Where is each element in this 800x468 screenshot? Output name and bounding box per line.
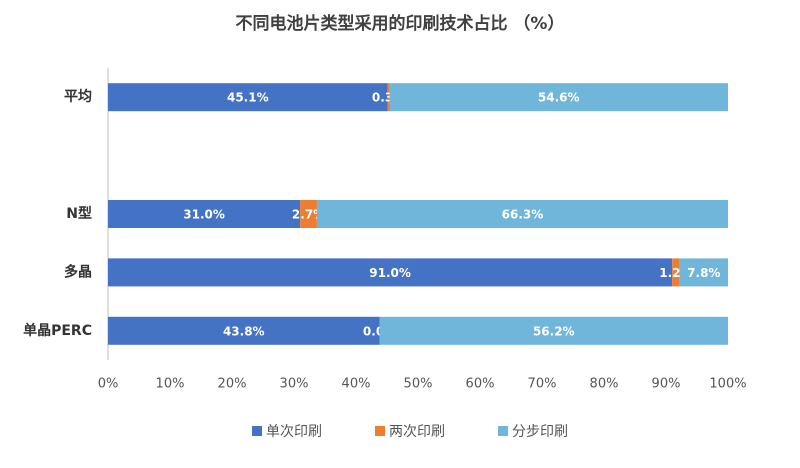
legend-swatch — [498, 426, 508, 436]
bar-segment — [679, 258, 728, 287]
bar-segment — [316, 200, 728, 228]
value-label: 43.8% — [223, 324, 265, 338]
value-label: 7.8% — [687, 266, 720, 280]
x-tick-label: 100% — [709, 377, 746, 392]
x-tick-label: 20% — [218, 377, 247, 392]
legend-swatch — [375, 426, 385, 436]
y-tick-label: 多晶 — [64, 263, 92, 280]
value-label: 54.6% — [538, 91, 580, 105]
bar-segment — [108, 316, 380, 345]
y-tick-label: 单晶PERC — [23, 322, 92, 339]
x-tick-label: 0% — [98, 377, 119, 392]
legend-label: 分步印刷 — [512, 424, 568, 440]
x-tick-label: 40% — [342, 377, 371, 392]
value-label: 2.7% — [292, 208, 325, 222]
chart-title: 不同电池片类型采用的印刷技术占比 （%） — [236, 13, 565, 34]
x-tick-label: 60% — [466, 377, 495, 392]
bar-segment — [389, 83, 728, 112]
legend-label: 单次印刷 — [266, 424, 322, 440]
x-tick-label: 30% — [280, 377, 309, 392]
value-label: 91.0% — [369, 266, 411, 280]
bar-segment — [387, 83, 390, 112]
bar-segment — [379, 316, 728, 345]
bar-segment — [300, 200, 317, 228]
x-tick-label: 80% — [590, 377, 619, 392]
x-tick-label: 90% — [652, 377, 681, 392]
bar-segment — [108, 83, 388, 112]
bar-segment — [672, 258, 680, 287]
value-label: 31.0% — [183, 208, 225, 222]
legend-label: 两次印刷 — [389, 424, 445, 440]
x-tick-label: 70% — [528, 377, 557, 392]
x-tick-label: 50% — [404, 377, 433, 392]
y-tick-label: 平均 — [64, 88, 92, 105]
bar-segment — [108, 200, 301, 228]
value-label: 56.2% — [533, 324, 575, 338]
y-tick-label: N型 — [66, 205, 92, 222]
value-label: 45.1% — [227, 91, 269, 105]
legend-swatch — [252, 426, 262, 436]
x-tick-label: 10% — [156, 377, 185, 392]
value-label: 66.3% — [502, 208, 544, 222]
bar-segment — [108, 258, 673, 287]
